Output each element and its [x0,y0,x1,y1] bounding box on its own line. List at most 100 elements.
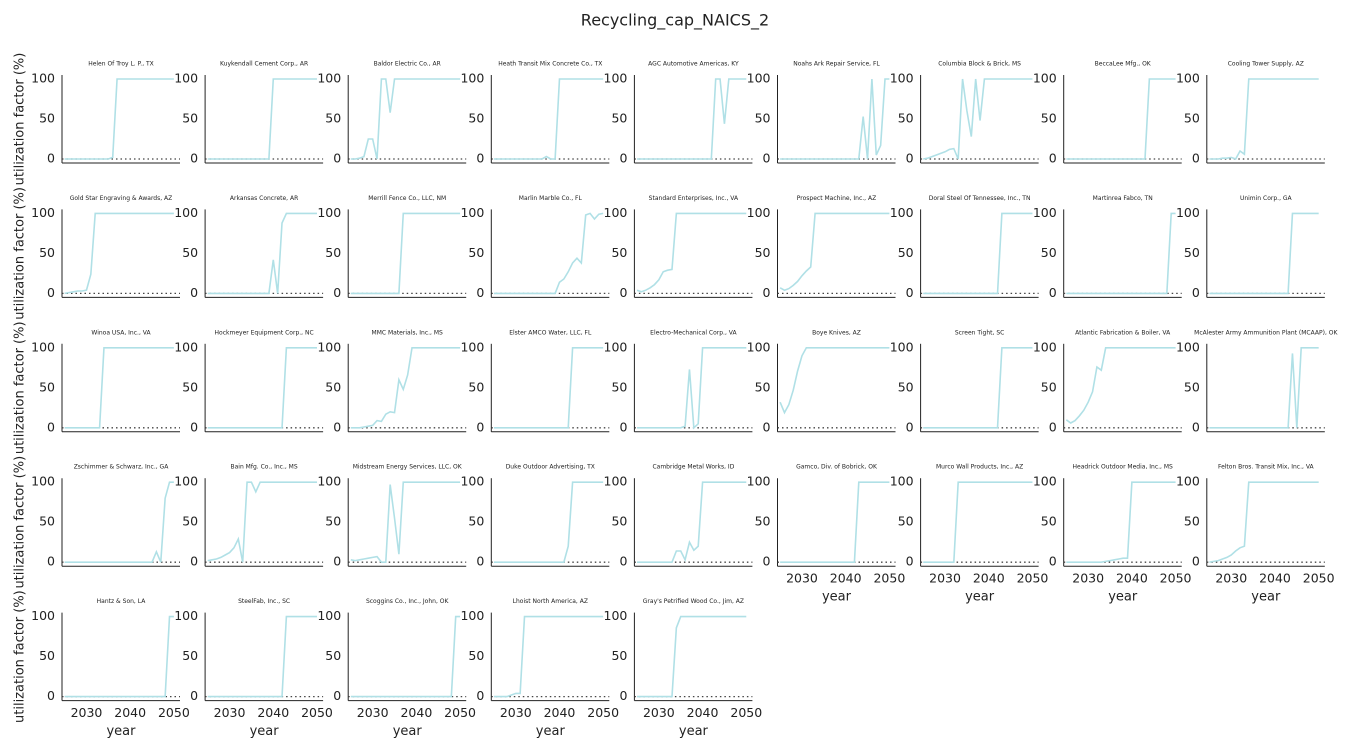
x-axis-label: year [822,590,852,605]
subplot-title: Standard Enterprises, Inc., VA [649,195,739,202]
subplot-title: Arkansas Concrete, AR [230,195,298,202]
series-line [207,481,317,563]
figure-title: Recycling_cap_NAICS_2 [581,11,769,31]
y-tick-label: 100 [1176,339,1200,354]
x-tick-label: 2030 [643,705,675,720]
y-tick-label: 50 [182,514,198,529]
y-tick-label: 50 [325,514,341,529]
y-tick-label: 100 [1176,205,1200,220]
x-tick-label: 2030 [357,705,389,720]
x-axis-label: year [250,724,280,739]
y-tick-label: 0 [47,285,55,300]
y-tick-label: 50 [611,245,627,260]
y-tick-label: 0 [476,554,484,569]
y-tick-label: 0 [190,688,198,703]
series-line [779,347,890,415]
y-tick-label: 50 [468,379,484,394]
x-axis-label: year [106,724,136,739]
y-tick-label: 50 [611,648,627,663]
y-tick-label: 0 [190,419,198,434]
y-tick-label: 0 [476,688,484,703]
subplot-title: Headrick Outdoor Media, Inc., MS [1073,464,1174,471]
x-tick-label: 2030 [1215,571,1247,586]
y-tick-label: 50 [468,648,484,663]
x-tick-label: 2040 [114,705,146,720]
y-tick-label: 0 [333,554,341,569]
y-tick-label: 50 [898,111,914,126]
y-tick-label: 50 [755,514,771,529]
series-line [923,347,1033,429]
y-tick-label: 100 [604,608,628,623]
series-line [350,481,461,563]
y-tick-label: 100 [890,474,914,489]
subplot-title: Felton Bros. Transit Mix, Inc., VA [1218,464,1315,471]
y-tick-label: 100 [604,205,628,220]
y-tick-label: 50 [1041,111,1057,126]
x-tick-label: 2040 [400,705,432,720]
y-tick-label: 100 [1033,71,1057,86]
subplot-title: Noahs Ark Repair Service, FL [793,61,880,68]
y-tick-label: 100 [1033,474,1057,489]
subplot-title: Columbia Block & Brick, MS [938,61,1021,68]
y-tick-label: 100 [174,474,198,489]
y-tick-label: 100 [890,71,914,86]
y-tick-label: 0 [619,688,627,703]
subplot-title: Helen Of Troy L. P., TX [88,61,154,68]
subplot-title: Elster AMCO Water, LLC, FL [509,329,592,336]
series-line [637,615,747,698]
y-tick-label: 50 [39,111,55,126]
y-tick-label: 0 [619,554,627,569]
subplot-title: Baldor Electric Co., AR [374,61,441,68]
x-tick-label: 2030 [214,705,246,720]
y-tick-label: 50 [182,648,198,663]
y-tick-label: 100 [460,474,484,489]
series-line [207,347,317,429]
y-tick-label: 0 [47,688,55,703]
y-tick-label: 100 [460,71,484,86]
y-tick-label: 0 [763,419,771,434]
series-line [1066,78,1176,160]
y-tick-label: 50 [39,379,55,394]
y-tick-label: 50 [39,514,55,529]
x-axis-label: year [965,590,995,605]
y-tick-label: 0 [47,151,55,166]
x-tick-label: 2050 [730,705,762,720]
series-line [493,481,604,563]
subplot-title: Martinrea Fabco, TN [1093,195,1153,202]
y-tick-label: 100 [747,339,771,354]
y-tick-label: 0 [1192,419,1200,434]
y-tick-label: 50 [755,111,771,126]
y-tick-label: 0 [1192,151,1200,166]
y-tick-label: 100 [890,205,914,220]
subplot-title: Hockmeyer Equipment Corp., NC [215,329,314,336]
y-tick-label: 50 [898,379,914,394]
subplot-title: Gray's Petrified Wood Co., Jim, AZ [643,598,744,605]
series-line [923,481,1033,563]
series-line [207,212,317,295]
subplot-title: Atlantic Fabrication & Boiler, VA [1075,329,1171,336]
y-tick-label: 100 [174,339,198,354]
subplot-title: Screen Tight, SC [955,329,1004,336]
subplot-title: Unimin Corp., GA [1240,195,1293,202]
series-line [350,615,461,698]
series-line [350,212,461,295]
series-line [493,212,604,295]
y-tick-label: 100 [747,71,771,86]
y-tick-label: 50 [468,111,484,126]
x-tick-label: 2050 [1017,571,1049,586]
y-tick-label: 100 [1176,474,1200,489]
series-line [780,481,890,563]
y-tick-label: 0 [906,419,914,434]
x-tick-label: 2030 [71,705,103,720]
y-tick-label: 100 [31,474,55,489]
series-line [637,78,747,160]
y-tick-label: 100 [460,608,484,623]
subplot-title: Bain Mfg. Co., Inc., MS [231,464,298,471]
subplot-title: Doral Steel Of Tennessee, Inc., TN [929,195,1031,202]
y-tick-label: 0 [619,419,627,434]
series-line [637,347,747,430]
y-tick-label: 0 [476,151,484,166]
subplot-title: Electro-Mechanical Corp., VA [650,329,737,336]
series-line [493,347,604,429]
